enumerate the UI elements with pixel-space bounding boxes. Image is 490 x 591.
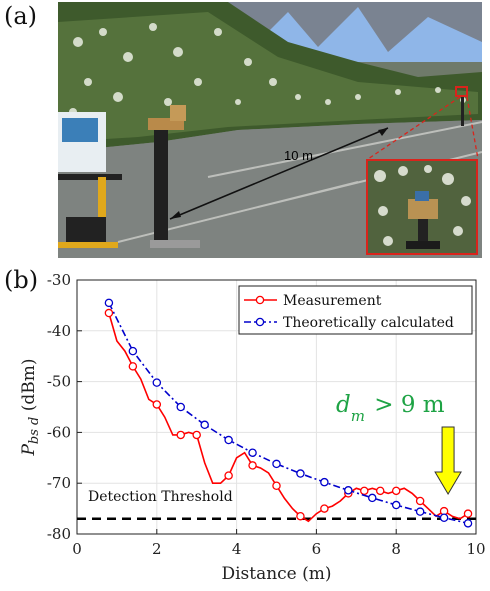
data-point — [152, 378, 162, 387]
annotation: dm > 9 m — [336, 392, 462, 495]
legend: Measurement Theoretically calculated — [238, 285, 473, 335]
data-point — [415, 496, 425, 506]
y-tick-label: -50 — [47, 373, 71, 391]
data-point — [192, 430, 201, 440]
target-highlight-box — [455, 86, 468, 97]
threshold-label: Detection Threshold — [88, 489, 233, 505]
annotation-text: dm > 9 m — [336, 392, 445, 425]
y-axis-title: Pbs d (dBm) — [19, 358, 42, 456]
data-point — [320, 477, 329, 487]
data-point — [463, 509, 473, 518]
x-tick-label: 2 — [152, 540, 162, 558]
data-point — [200, 420, 209, 430]
data-point — [391, 500, 401, 510]
legend-box — [238, 285, 473, 335]
y-tick-label: -30 — [47, 271, 71, 289]
data-point — [104, 298, 114, 308]
power-vs-distance-chart: 0 2 4 6 8 10 -30 -40 -50 -60 -70 -80 Detection Thre… — [19, 271, 486, 584]
plot-frame — [76, 279, 477, 535]
data-point — [296, 511, 305, 521]
data-point — [463, 519, 473, 528]
legend-label: Measurement — [283, 293, 382, 309]
detection-threshold: Detection Threshold — [77, 489, 476, 520]
legend-swatch-marker — [255, 295, 265, 305]
data-point — [248, 448, 257, 457]
axis-ticks: 0 2 4 6 8 10 -30 -40 -50 -60 -70 -80 — [47, 271, 486, 558]
panel-label-b: (b) — [4, 266, 39, 294]
y-tick-label: -60 — [47, 423, 71, 441]
data-point — [439, 513, 449, 522]
y-tick-label: -40 — [47, 322, 71, 340]
data-point — [224, 435, 233, 445]
data-point — [375, 486, 385, 496]
data-point — [272, 481, 281, 490]
series-line — [108, 312, 469, 523]
x-tick-label: 6 — [312, 540, 322, 558]
panel-label-a: (a) — [4, 2, 38, 30]
data-point — [176, 430, 185, 440]
data-point — [368, 493, 377, 503]
y-axis-title-wrap: Pbs d (dBm) — [19, 358, 42, 456]
inset-scene — [368, 161, 476, 253]
data-point — [391, 486, 401, 496]
data-point — [176, 402, 185, 412]
data-point — [152, 400, 162, 409]
x-tick-label: 10 — [466, 540, 485, 558]
data-point — [104, 308, 114, 318]
x-tick-label: 0 — [72, 540, 82, 558]
x-tick-label: 8 — [391, 540, 401, 558]
x-tick-label: 4 — [232, 540, 242, 558]
y-tick-label: -80 — [47, 525, 71, 543]
data-point — [320, 504, 329, 513]
photo-scene — [58, 2, 482, 258]
data-point — [248, 461, 257, 470]
data-point — [128, 362, 138, 371]
data-point — [415, 507, 425, 516]
series-theoretical — [104, 298, 473, 528]
zoom-inset — [366, 159, 478, 255]
x-axis-title: Distance (m) — [221, 564, 331, 584]
data-point — [128, 346, 138, 356]
data-point — [224, 471, 233, 480]
distance-label: 10 m — [284, 148, 313, 163]
setup-photo: 10 m — [58, 2, 482, 258]
data-point — [344, 486, 353, 495]
yellow-arrow — [434, 426, 462, 495]
series-line — [108, 302, 469, 525]
legend-swatch-marker — [255, 317, 265, 327]
series-layer — [104, 298, 473, 528]
data-point — [360, 486, 369, 496]
legend-label: Theoretically calculated — [283, 315, 454, 331]
data-point — [296, 469, 305, 478]
data-point — [272, 459, 281, 469]
y-tick-label: -70 — [47, 474, 71, 492]
